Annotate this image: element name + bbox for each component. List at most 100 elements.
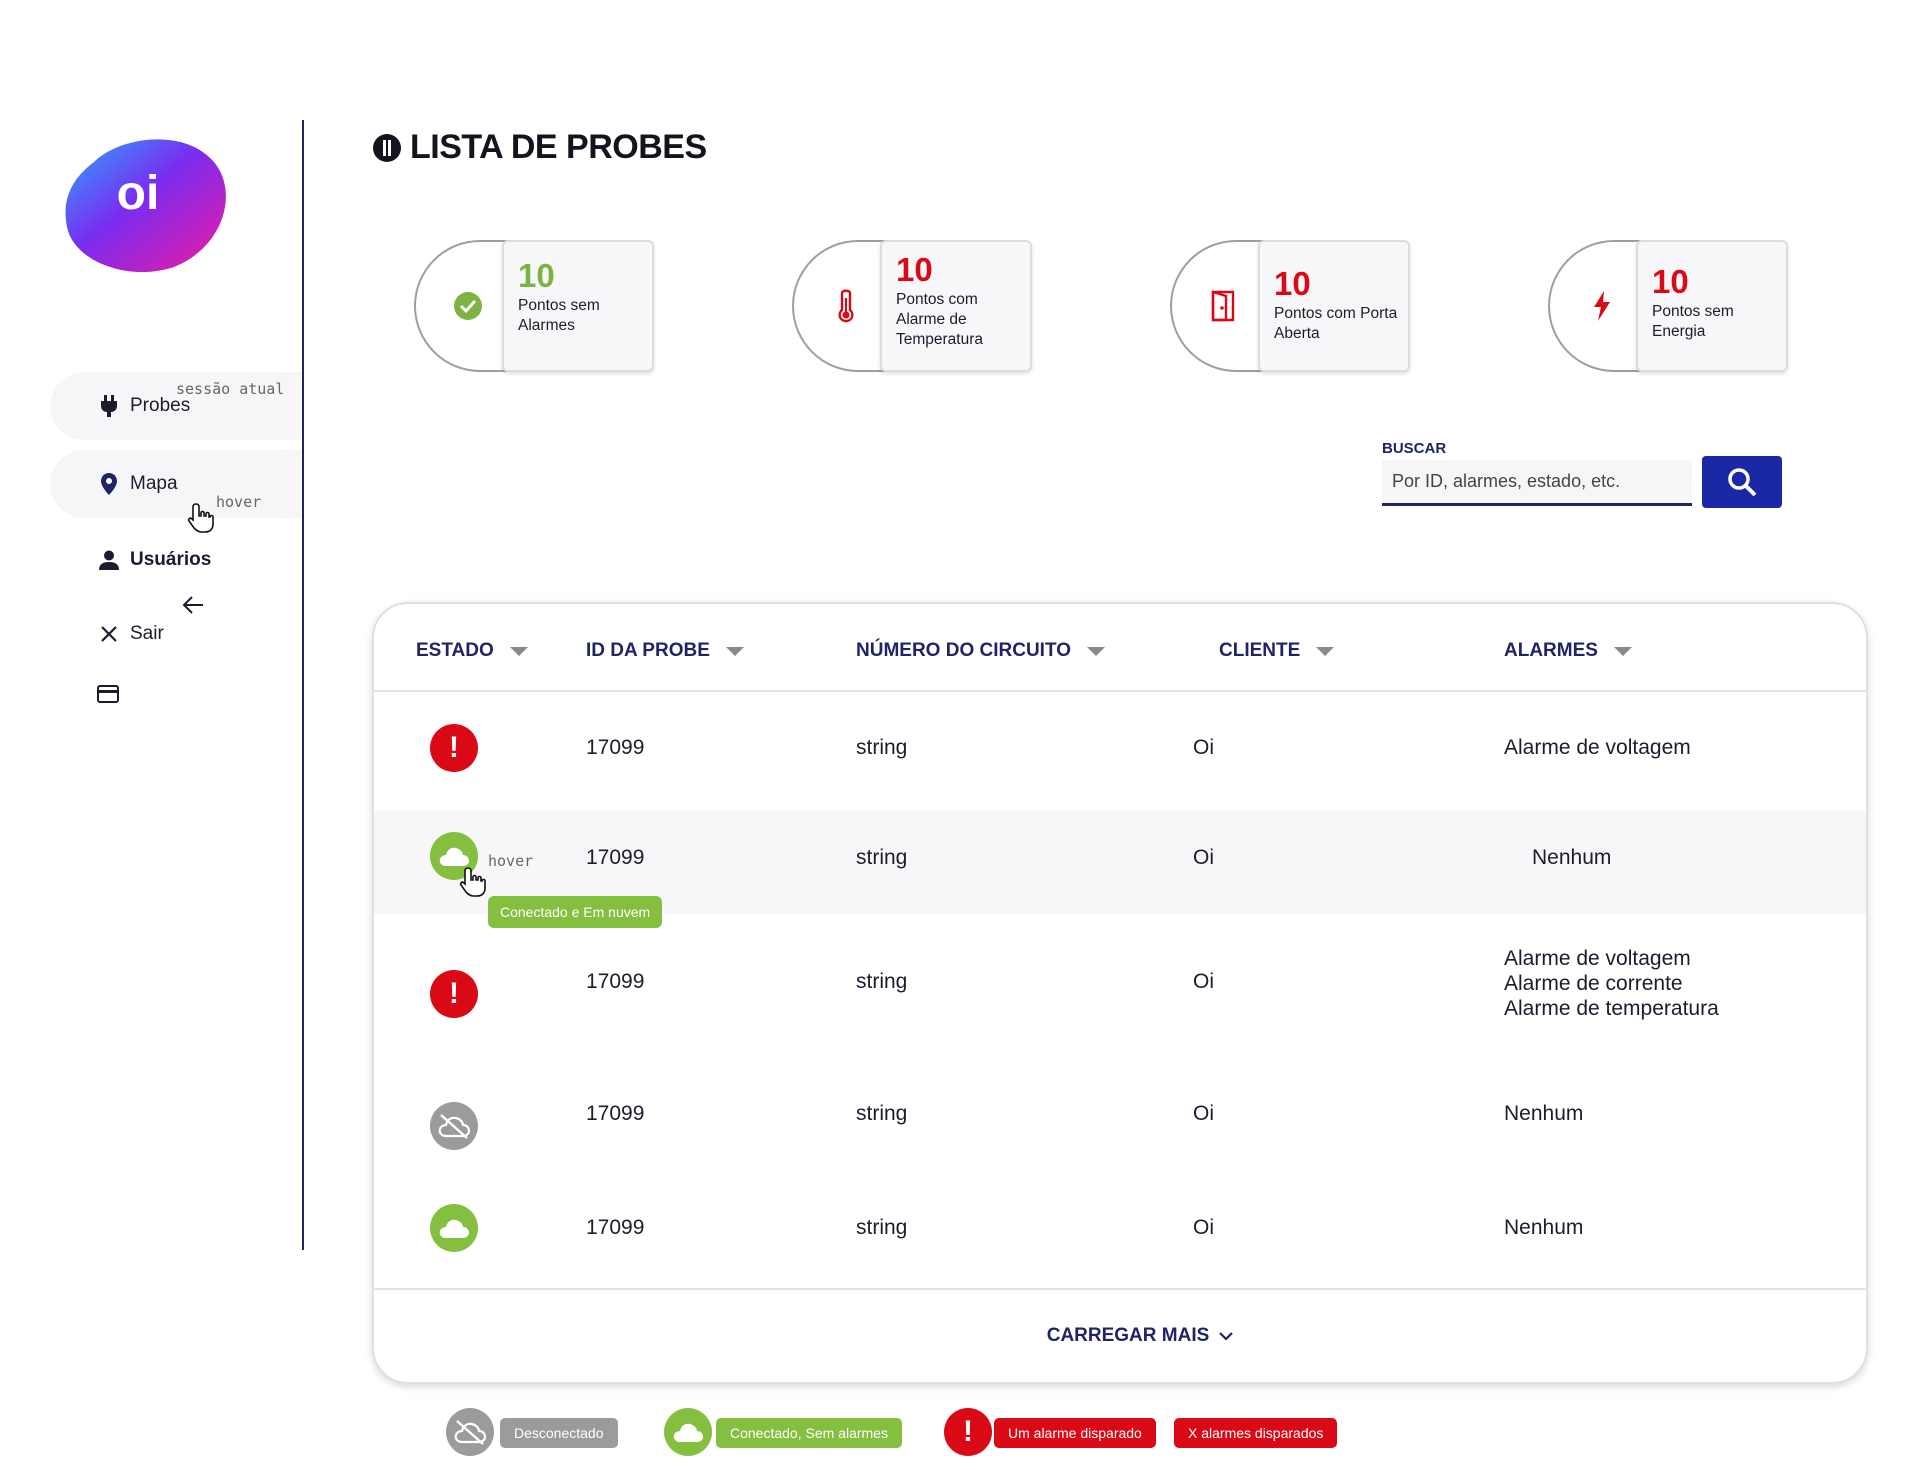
door-icon [1204,286,1244,326]
sidebar-item-label: Sair [130,623,164,644]
legend-connected: Conectado, Sem alarmes [716,1418,902,1448]
probe-table [372,602,1868,1384]
sidebar-item-usuarios[interactable]: Usuários [50,526,302,594]
column-header-label: ID DA PROBE [586,640,710,661]
summary-card-no-alarms[interactable]: 10 Pontos sem Alarmes [414,240,654,372]
status-tooltip: Conectado e Em nuvem [488,896,663,928]
table-cell-circuit: string [856,1216,908,1239]
chevron-down-icon [1219,1332,1234,1341]
probe-icon [373,133,401,162]
user-icon [98,549,120,571]
sidebar-item-sair[interactable]: Sair [50,600,302,668]
alert-icon[interactable]: ! [430,970,478,1018]
table-cell-client: Oi [1193,736,1214,759]
table-cell-circuit: string [856,970,908,993]
caret-down-icon [725,646,744,656]
table-cell-circuit: string [856,736,908,759]
hand-cursor-icon [187,503,214,533]
caret-down-icon [1613,646,1632,656]
column-header-circuito[interactable]: NÚMERO DO CIRCUITO [856,640,1105,662]
hover-annotation: hover [216,493,262,511]
alert-icon: ! [944,1408,992,1456]
close-icon [98,623,120,645]
card-count: 10 [1652,263,1689,300]
sidebar-divider [302,120,304,1250]
map-pin-icon [98,473,120,495]
table-cell-client: Oi [1193,1216,1214,1239]
table-cell-circuit: string [856,846,908,869]
sidebar-item-mapa[interactable]: Mapa [50,450,302,518]
card-count: 10 [1274,265,1311,302]
legend-multiple-alarms: X alarmes disparados [1174,1418,1338,1448]
summary-card-no-power[interactable]: 10 Pontos sem Energia [1548,240,1788,372]
table-cell-id: 17099 [586,736,645,759]
table-cell-client: Oi [1193,970,1214,993]
card-label: Pontos com Porta Aberta [1274,305,1398,342]
footer-divider [374,1288,1866,1290]
table-cell-alarm: Nenhum [1532,846,1612,869]
column-header-id[interactable]: ID DA PROBE [586,640,744,662]
hover-annotation: hover [488,852,534,870]
table-cell-alarms: Alarme de voltagem Alarme de corrente Al… [1504,946,1719,1021]
card-label: Pontos sem Energia [1652,303,1734,340]
column-header-label: CLIENTE [1219,640,1301,661]
caret-down-icon [1316,646,1335,656]
table-cell-client: Oi [1193,846,1214,869]
card-label: Pontos sem Alarmes [518,297,600,334]
session-annotation: sessão atual [176,380,285,398]
load-more-button[interactable]: CARREGAR MAIS [1040,1325,1240,1347]
legend-one-alarm: Um alarme disparado [994,1418,1156,1448]
card-count: 10 [518,257,555,294]
cloud-off-icon [446,1408,494,1456]
table-cell-circuit: string [856,1102,908,1125]
alert-icon[interactable]: ! [430,724,478,772]
search-button[interactable] [1702,456,1782,508]
table-cell-client: Oi [1193,1102,1214,1125]
sidebar-item-label: Probes [130,395,191,416]
arrow-left-icon[interactable] [180,592,206,618]
alarm-item: Alarme de voltagem [1504,947,1691,970]
column-header-cliente[interactable]: CLIENTE [1219,640,1335,662]
table-cell-id: 17099 [586,970,645,993]
card-count: 10 [896,251,933,288]
table-cell-id: 17099 [586,1102,645,1125]
card-content: 10 Pontos sem Alarmes [502,240,654,372]
cloud-icon[interactable] [430,1204,478,1252]
plug-icon [98,395,120,417]
search-icon [1728,468,1757,497]
alarm-item: Alarme de corrente [1504,972,1683,995]
cloud-icon [664,1408,712,1456]
table-cell-alarm: Alarme de voltagem [1504,736,1691,759]
summary-card-temperature[interactable]: 10 Pontos com Alarme de Temperatura [792,240,1032,372]
column-header-label: ESTADO [416,640,494,661]
sidebar-item-probes[interactable]: Probes [50,372,302,440]
oi-logo: oi [65,139,226,273]
caret-down-icon [509,646,528,656]
column-header-label: ALARMES [1504,640,1598,661]
lightning-icon [1582,286,1622,326]
page-title: LISTA DE PROBES [372,128,707,167]
card-label: Pontos com Alarme de Temperatura [896,291,984,348]
search-label: BUSCAR [1382,440,1447,457]
search-input[interactable] [1382,460,1692,506]
header-divider [374,690,1866,692]
summary-card-open-door[interactable]: 10 Pontos com Porta Aberta [1170,240,1410,372]
column-header-estado[interactable]: ESTADO [416,640,528,662]
load-more-label: CARREGAR MAIS [1046,1325,1210,1346]
table-cell-id: 17099 [586,846,645,869]
check-circle-icon [448,286,488,326]
card-content: 10 Pontos com Porta Aberta [1258,240,1410,372]
column-header-label: NÚMERO DO CIRCUITO [856,640,1071,661]
legend-disconnected: Desconectado [500,1418,618,1448]
column-header-alarmes[interactable]: ALARMES [1504,640,1632,662]
hand-cursor-icon [459,867,486,897]
cloud-icon[interactable] [430,832,478,880]
table-cell-alarm: Nenhum [1504,1102,1584,1125]
sidebar-item-label: Usuários [130,549,212,570]
card-content: 10 Pontos sem Energia [1636,240,1788,372]
credit-card-icon[interactable] [96,684,120,704]
cloud-off-icon[interactable] [430,1102,478,1150]
sidebar-item-label: Mapa [130,473,178,494]
caret-down-icon [1086,646,1105,656]
page-title-text: LISTA DE PROBES [410,128,707,166]
